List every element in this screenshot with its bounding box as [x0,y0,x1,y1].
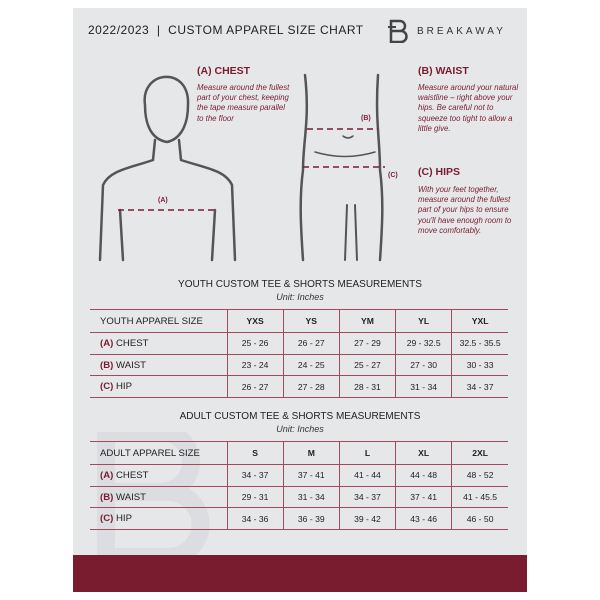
cell: 43 - 46 [395,507,452,531]
row-label: (A) CHEST [90,332,227,355]
hips-marker: (C) [388,172,398,179]
adult-title: ADULT CUSTOM TEE & SHORTS MEASUREMENTS [179,411,421,422]
cell: 25 - 26 [226,332,284,355]
waist-heading: (B) WAIST [418,65,469,77]
footer-band [73,555,527,592]
row-label: (C) HIP [90,507,227,531]
chest-marker: (A) [158,197,168,204]
table-header-row: ADULT APPAREL SIZE S M L XL 2XL [90,441,508,465]
youth-header-label: YOUTH APPAREL SIZE [90,309,227,333]
table-row: (B) WAIST 29 - 31 31 - 34 34 - 37 37 - 41 41 … [90,485,508,509]
brand-name: BREAKAWAY [417,25,506,37]
size-header: YXS [226,309,284,333]
cell: 29 - 32.5 [395,332,452,355]
cell: 44 - 48 [395,464,452,487]
cell: 34 - 36 [226,507,284,531]
cell: 34 - 37 [451,375,508,399]
cell: 30 - 33 [451,353,508,377]
youth-title: YOUTH CUSTOM TEE & SHORTS MEASUREMENTS [178,279,422,290]
cell: 36 - 39 [282,507,340,531]
waist-marker: (B) [361,115,371,122]
youth-unit: Unit: Inches [276,292,324,302]
chest-description: Measure around the fullest part of your … [197,83,290,123]
table-row: (A) CHEST 34 - 37 37 - 41 41 - 44 44 - 48 48 … [90,464,508,487]
table-header-row: YOUTH APPAREL SIZE YXS YS YM YL YXL [90,309,508,333]
breakaway-logo-icon [388,19,408,43]
adult-unit: Unit: Inches [276,424,324,434]
row-label: (C) HIP [90,375,227,399]
cell: 24 - 25 [282,353,340,377]
body-illustration [98,73,385,262]
table-row: (A) CHEST 25 - 26 26 - 27 27 - 29 29 - 32.5 3… [90,332,508,355]
cell: 28 - 31 [338,375,396,399]
table-row: (C) HIP 26 - 27 27 - 28 28 - 31 31 - 34 34 - … [90,375,508,399]
cell: 37 - 41 [282,464,340,487]
cell: 46 - 50 [451,507,508,531]
row-label: (B) WAIST [90,353,227,377]
cell: 34 - 37 [226,464,284,487]
table-row: (C) HIP 34 - 36 36 - 39 39 - 42 43 - 46 46 - … [90,507,508,531]
hips-heading: (C) HIPS [418,166,460,178]
cell: 27 - 29 [338,332,396,355]
row-label: (A) CHEST [90,464,227,487]
row-label: (B) WAIST [90,485,227,509]
chest-heading: (A) CHEST [197,65,251,77]
cell: 27 - 30 [395,353,452,377]
cell: 37 - 41 [395,485,452,509]
cell: 34 - 37 [338,485,396,509]
page-title: 2022/2023 | CUSTOM APPAREL SIZE CHART [88,23,364,37]
table-row: (B) WAIST 23 - 24 24 - 25 25 - 27 27 - 30 30 … [90,353,508,377]
hips-description: With your feet together, measure around … [418,185,512,235]
cell: 31 - 34 [395,375,452,399]
size-header: S [226,441,284,465]
size-header: YM [338,309,396,333]
adult-size-table: ADULT APPAREL SIZE S M L XL 2XL (A) CHES… [90,441,508,531]
cell: 39 - 42 [338,507,396,531]
adult-header-label: ADULT APPAREL SIZE [90,441,227,465]
size-header: M [282,441,340,465]
cell: 48 - 52 [451,464,508,487]
cell: 27 - 28 [282,375,340,399]
cell: 23 - 24 [226,353,284,377]
size-header: L [338,441,396,465]
cell: 26 - 27 [226,375,284,399]
cell: 41 - 45.5 [451,485,508,509]
size-header: YS [282,309,340,333]
waist-description: Measure around your natural waistline – … [418,83,519,133]
cell: 32.5 - 35.5 [451,332,508,355]
cell: 26 - 27 [282,332,340,355]
brand-logo: BREAKAWAY [388,19,506,43]
cell: 31 - 34 [282,485,340,509]
size-header: 2XL [451,441,508,465]
cell: 25 - 27 [338,353,396,377]
youth-size-table: YOUTH APPAREL SIZE YXS YS YM YL YXL (A) … [90,309,508,399]
cell: 41 - 44 [338,464,396,487]
size-header: YL [395,309,452,333]
cell: 29 - 31 [226,485,284,509]
size-header: YXL [451,309,508,333]
size-header: XL [395,441,452,465]
